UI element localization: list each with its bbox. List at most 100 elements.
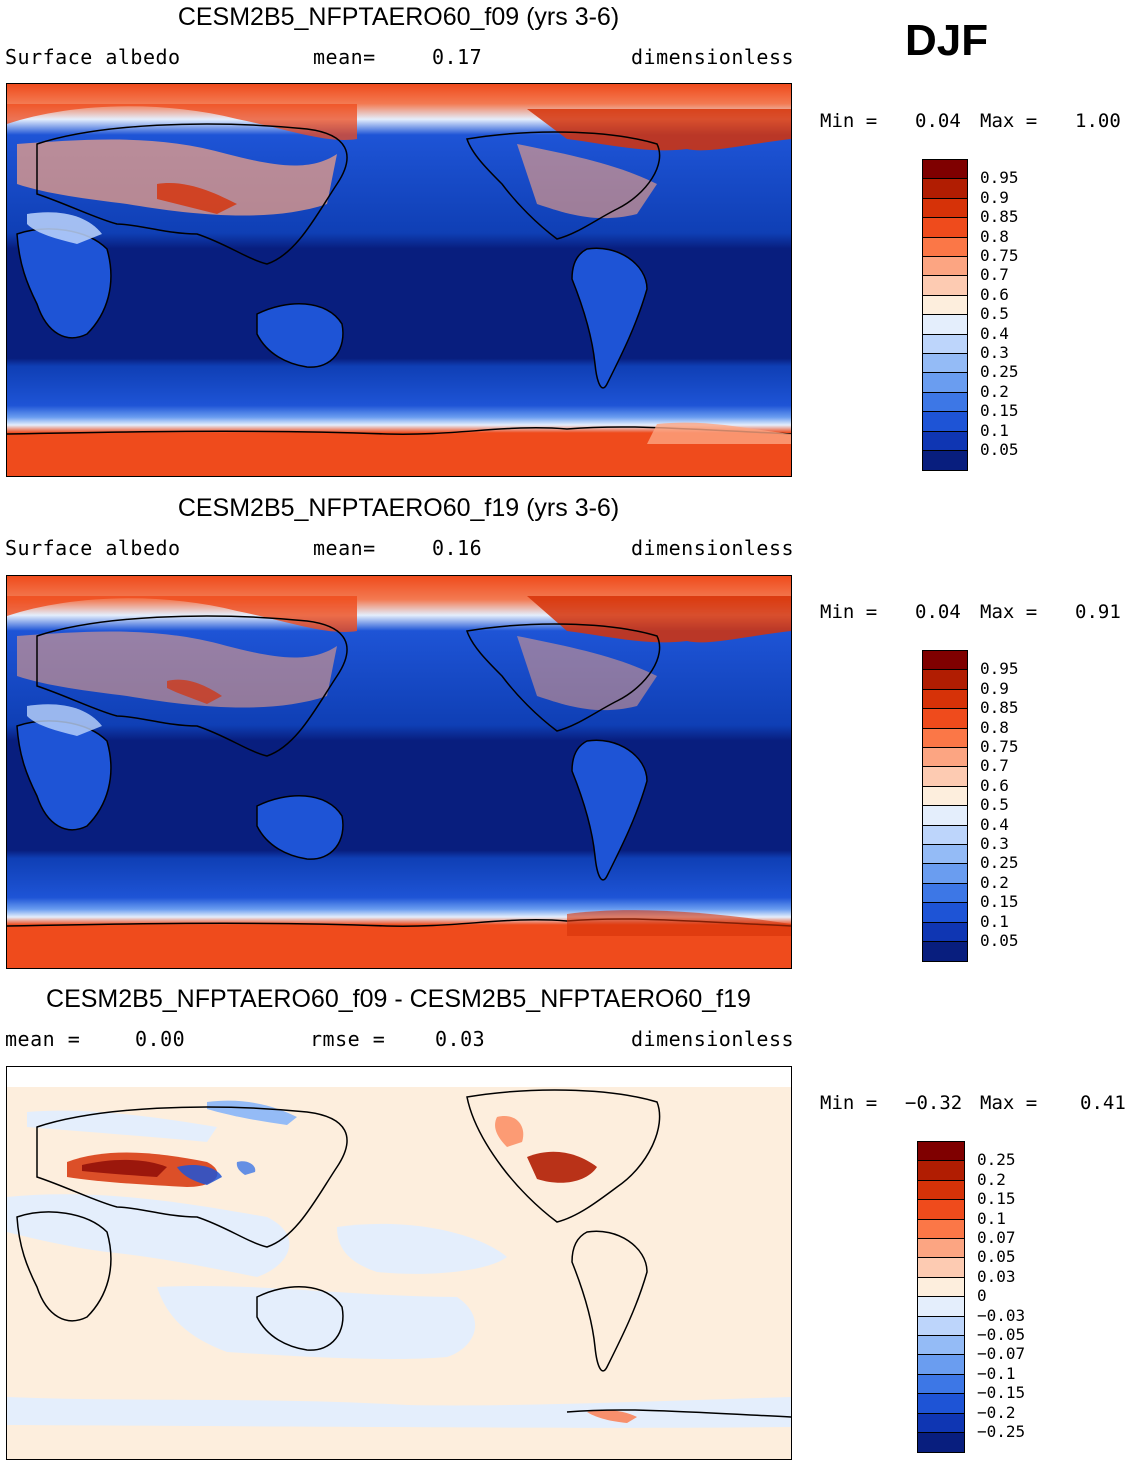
panel-3-mean-label: mean = (5, 1027, 81, 1051)
colorbar-swatch (923, 709, 967, 729)
panel-1-units: dimensionless (631, 45, 795, 69)
colorbar-swatch (923, 218, 967, 238)
panel-2-title: CESM2B5_NFPTAERO60_f19 (yrs 3-6) (177, 494, 620, 522)
colorbar-tick-label: −0.1 (977, 1363, 1016, 1383)
colorbar-swatch (923, 748, 967, 768)
panel-1-variable: Surface albedo (5, 45, 181, 69)
colorbar-swatch (923, 354, 967, 374)
colorbar-swatch (923, 670, 967, 690)
colorbar-swatch (923, 179, 967, 199)
colorbar-swatch (918, 1297, 964, 1317)
colorbar-swatch (923, 257, 967, 277)
colorbar-swatch (923, 883, 967, 904)
colorbar-tick-label: 0.5 (980, 795, 1009, 815)
colorbar-tick-label: 0.1 (977, 1208, 1006, 1228)
colorbar-swatch (923, 825, 967, 845)
colorbar-swatch (923, 845, 967, 865)
colorbar-swatch (923, 373, 967, 393)
panel-2-mean-value: 0.16 (432, 536, 483, 560)
panel-1-min-label: Min = (820, 110, 878, 132)
colorbar-swatch (923, 767, 967, 787)
colorbar-swatch (923, 295, 967, 316)
colorbar-swatch (923, 334, 967, 354)
colorbar-swatch (923, 922, 967, 942)
panel-2-mean-label: mean= (313, 536, 376, 560)
colorbar-tick-label: 0.75 (980, 246, 1019, 265)
colorbar-tick-label: −0.2 (977, 1402, 1016, 1422)
colorbar-tick-label: 0.9 (980, 678, 1009, 698)
colorbar-tick-label: 0.03 (977, 1266, 1016, 1286)
colorbar-swatch (923, 864, 967, 884)
panel-2-max-value: 0.91 (1075, 601, 1121, 623)
colorbar-swatch (918, 1413, 964, 1433)
colorbar-swatch (923, 651, 967, 671)
colorbar-tick-label: −0.07 (977, 1344, 1026, 1364)
colorbar-swatch (923, 806, 967, 826)
colorbar-tick-label: −0.25 (977, 1422, 1026, 1441)
panel-3-max-label: Max = (980, 1092, 1038, 1114)
colorbar-tick-label: 0.4 (980, 814, 1009, 834)
colorbar-tick-label: 0.2 (977, 1169, 1006, 1189)
panel-2-max-label: Max = (980, 601, 1038, 623)
colorbar-swatch (923, 903, 967, 923)
panel-1-title: CESM2B5_NFPTAERO60_f09 (yrs 3-6) (177, 3, 620, 31)
colorbar-swatch (923, 315, 967, 335)
colorbar-swatch (918, 1258, 964, 1278)
colorbar-swatch (918, 1239, 964, 1259)
panel-1-min-value: 0.04 (915, 110, 961, 132)
panel-2-units: dimensionless (631, 536, 795, 560)
panel-2-map-svg (7, 576, 791, 968)
colorbar-tick-label: −0.03 (977, 1305, 1026, 1325)
panel-3-mean-value: 0.00 (135, 1027, 186, 1051)
panel-2-variable: Surface albedo (5, 536, 181, 560)
season-label: DJF (905, 16, 989, 65)
panel-3-min-value: −0.32 (905, 1092, 963, 1114)
colorbar-swatch (918, 1374, 964, 1395)
colorbar-swatch (918, 1142, 964, 1162)
colorbar-tick-label: 0.15 (977, 1189, 1016, 1209)
colorbar-swatch (923, 237, 967, 257)
colorbar-tick-label: 0 (977, 1286, 987, 1306)
panel-3-rmse-label: rmse = (310, 1027, 386, 1051)
colorbar-swatch (918, 1433, 964, 1453)
panel-3-map (6, 1066, 792, 1460)
colorbar-swatch (923, 689, 967, 710)
panel-1-map (6, 83, 792, 477)
colorbar-swatch (923, 942, 967, 962)
colorbar-tick-label: 0.8 (980, 717, 1009, 737)
colorbar-swatch (923, 728, 967, 748)
colorbar-swatches (922, 650, 968, 963)
colorbar-tick-label: 0.2 (980, 872, 1009, 892)
panel-3-title: CESM2B5_NFPTAERO60_f09 - CESM2B5_NFPTAER… (46, 985, 751, 1013)
colorbar-swatch (923, 276, 967, 296)
panel-3-map-svg (7, 1067, 791, 1459)
colorbar-swatch (918, 1316, 964, 1336)
colorbar-tick-label: 0.3 (980, 834, 1009, 853)
colorbar-tick-label: 0.8 (980, 226, 1009, 246)
colorbar-tick-label: 0.25 (977, 1150, 1016, 1170)
colorbar-tick-label: −0.15 (977, 1383, 1026, 1403)
colorbar-tick-label: 0.05 (977, 1247, 1016, 1267)
panel-3-max-value: 0.41 (1080, 1092, 1126, 1114)
colorbar-tick-label: 0.6 (980, 775, 1009, 795)
colorbar-tick-label: 0.95 (980, 168, 1019, 188)
colorbar-tick-label: 0.25 (980, 362, 1019, 382)
colorbar-swatch (923, 392, 967, 413)
panel-2-min-value: 0.04 (915, 601, 961, 623)
colorbar-tick-label: 0.1 (980, 911, 1009, 931)
colorbar-tick-label: 0.05 (980, 931, 1019, 950)
colorbar-tick-label: 0.75 (980, 737, 1019, 756)
colorbar-swatches (917, 1141, 965, 1454)
colorbar-tick-label: 0.85 (980, 207, 1019, 227)
colorbar-swatch (918, 1277, 964, 1298)
colorbar-tick-label: 0.4 (980, 323, 1009, 343)
colorbar-swatch (923, 160, 967, 180)
colorbar-tick-label: 0.15 (980, 892, 1019, 912)
colorbar-swatch (918, 1219, 964, 1239)
colorbar-swatch (923, 451, 967, 471)
colorbar-tick-label: 0.95 (980, 659, 1019, 679)
colorbar-swatch (918, 1336, 964, 1356)
colorbar-swatch (923, 198, 967, 219)
panel-1-max-label: Max = (980, 110, 1038, 132)
colorbar-tick-label: −0.05 (977, 1325, 1026, 1344)
